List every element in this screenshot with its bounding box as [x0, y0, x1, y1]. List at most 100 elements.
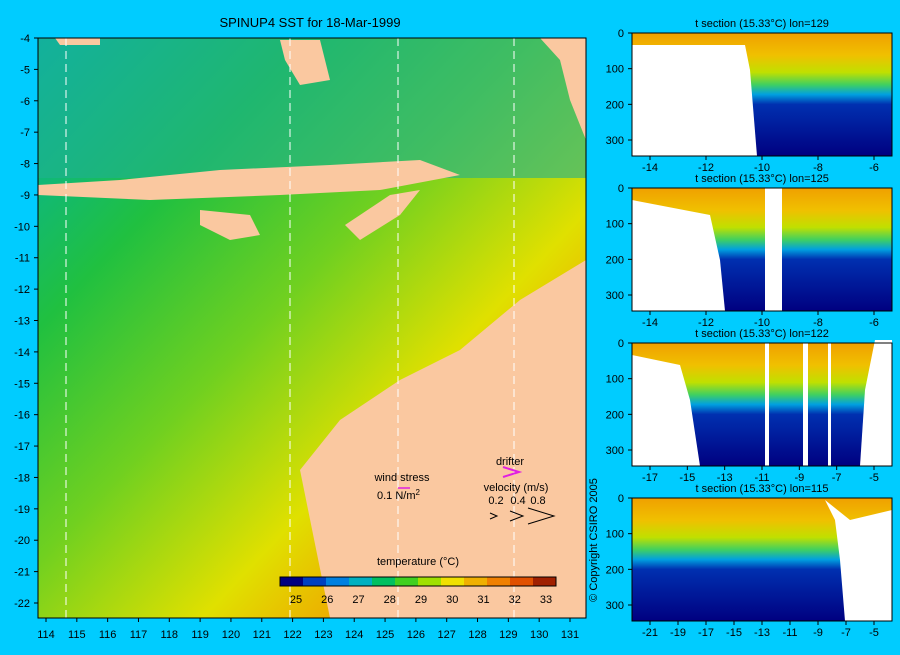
lon-tick-label: 121 [253, 629, 271, 641]
velocity-tick-label: 0.2 [488, 495, 503, 507]
section-lat-label: -9 [813, 627, 823, 639]
map-plot-area [38, 38, 586, 618]
section-depth-label: 300 [606, 290, 624, 302]
lat-tick-label: -13 [14, 316, 30, 328]
colorbar [280, 577, 557, 586]
section-lat-label: -19 [670, 627, 686, 639]
lon-tick-label: 117 [130, 629, 148, 641]
section-data-gap [765, 343, 769, 466]
copyright-text: © Copyright CSIRO 2005 [588, 478, 600, 602]
longitude-ticks: 114 115 116 117 118 119 120 121 122 123 124 125 126 1… [37, 618, 579, 641]
section-data-gap [828, 343, 831, 466]
lat-tick-label: -21 [14, 567, 30, 579]
section-lat-label: -17 [698, 627, 714, 639]
section-title: t section (15.33°C) lon=122 [695, 328, 829, 340]
velocity-scale: 0.2 0.4 0.8 [488, 495, 545, 507]
colorbar-segment [303, 577, 327, 586]
section-lat-label: -7 [832, 472, 842, 484]
section-depth-label: 300 [606, 135, 624, 147]
lat-tick-label: -10 [14, 221, 30, 233]
section-lat-label: -6 [869, 162, 879, 174]
section-depth-label: 200 [606, 409, 624, 421]
section-title: t section (15.33°C) lon=125 [695, 173, 829, 185]
section-panel-4: t section (15.33°C) lon=115 0 100 200 300 -21… [606, 483, 893, 639]
lat-tick-label: -17 [14, 441, 30, 453]
section-title: t section (15.33°C) lon=115 [696, 483, 829, 495]
lat-tick-label: -22 [14, 598, 30, 610]
map-title: SPINUP4 SST for 18-Mar-1999 [219, 15, 400, 30]
section-depth-label: 0 [618, 183, 624, 195]
section-lat-label: -13 [754, 627, 770, 639]
section-title: t section (15.33°C) lon=129 [695, 18, 829, 30]
section-lat-label: -10 [754, 162, 770, 174]
sumba-island [200, 210, 260, 240]
lat-tick-label: -20 [14, 535, 30, 547]
section-lat-label: -8 [813, 317, 823, 329]
lat-tick-label: -5 [20, 64, 30, 76]
section-panel-2: t section (15.33°C) lon=125 0 100 200 300 -14… [606, 173, 893, 329]
lat-tick-label: -7 [20, 127, 30, 139]
velocity-arrow-small-icon [489, 512, 499, 520]
velocity-tick-label: 0.8 [530, 495, 545, 507]
australia-land [300, 260, 586, 618]
section-lat-label: -11 [782, 627, 797, 639]
lat-tick-label: -6 [20, 96, 30, 108]
section-depth-label: 100 [606, 219, 624, 231]
section-depth-label: 100 [606, 64, 624, 76]
section-depth-label: 100 [606, 529, 624, 541]
lat-tick-label: -12 [14, 284, 30, 296]
colorbar-segment [533, 577, 557, 586]
section-shelf-mask [632, 200, 725, 311]
section-lat-label: -12 [698, 317, 714, 329]
section-lat-label: -21 [642, 627, 658, 639]
colorbar-segment [280, 577, 304, 586]
lat-tick-label: -4 [20, 33, 30, 45]
section-depth-label: 300 [606, 600, 624, 612]
lon-tick-label: 129 [499, 629, 517, 641]
section-depth-label: 200 [606, 254, 624, 266]
section-lat-label: -12 [698, 162, 714, 174]
section-lat-label: -6 [869, 317, 879, 329]
velocity-arrow-medium-icon [509, 510, 525, 522]
section-shelf-mask-right [825, 500, 892, 621]
section-panel-1: t section (15.33°C) lon=129 0 100 200 300 -14… [606, 18, 893, 174]
colorbar-tick-label: 31 [477, 594, 489, 606]
section-shelf-mask-right [860, 340, 892, 466]
colorbar-segment [487, 577, 511, 586]
drifter-label: drifter [496, 456, 524, 468]
borneo-edge-land [55, 38, 100, 45]
nusa-tenggara-islands [38, 160, 460, 200]
section-lat-label: -5 [869, 472, 879, 484]
lon-tick-label: 128 [468, 629, 486, 641]
section-lat-label: -13 [717, 472, 733, 484]
section-lat-label: -14 [642, 317, 658, 329]
map-frame [37, 37, 587, 619]
colorbar-segment [395, 577, 419, 586]
vertical-sections: t section (15.33°C) lon=129 0 100 200 300 -14… [606, 18, 893, 639]
lon-tick-label: 123 [314, 629, 332, 641]
sulawesi-south-land [280, 40, 330, 85]
colorbar-segment [372, 577, 396, 586]
section-lat-label: -15 [679, 472, 695, 484]
lon-tick-label: 130 [530, 629, 548, 641]
wind-stress-value: 0.1 N/m2 [377, 488, 421, 502]
section-depth-label: 200 [606, 99, 624, 111]
colorbar-tick-label: 33 [540, 594, 552, 606]
colorbar-segment [464, 577, 488, 586]
section-depth-label: 100 [606, 374, 624, 386]
wind-stress-label: wind stress [373, 472, 430, 484]
velocity-tick-label: 0.4 [510, 495, 525, 507]
section-lat-label: -11 [754, 472, 769, 484]
section-depth-label: 0 [618, 493, 624, 505]
colorbar-segment [326, 577, 350, 586]
lon-tick-label: 116 [99, 629, 117, 641]
lon-tick-label: 118 [161, 629, 179, 641]
lon-tick-label: 120 [222, 629, 240, 641]
lat-tick-label: -16 [14, 410, 30, 422]
lon-tick-label: 126 [407, 629, 425, 641]
section-lat-label: -14 [642, 162, 658, 174]
section-data-gap [803, 343, 808, 466]
velocity-label: velocity (m/s) [484, 482, 549, 494]
velocity-arrow-large-icon [527, 507, 556, 525]
colorbar-tick-label: 26 [321, 594, 333, 606]
